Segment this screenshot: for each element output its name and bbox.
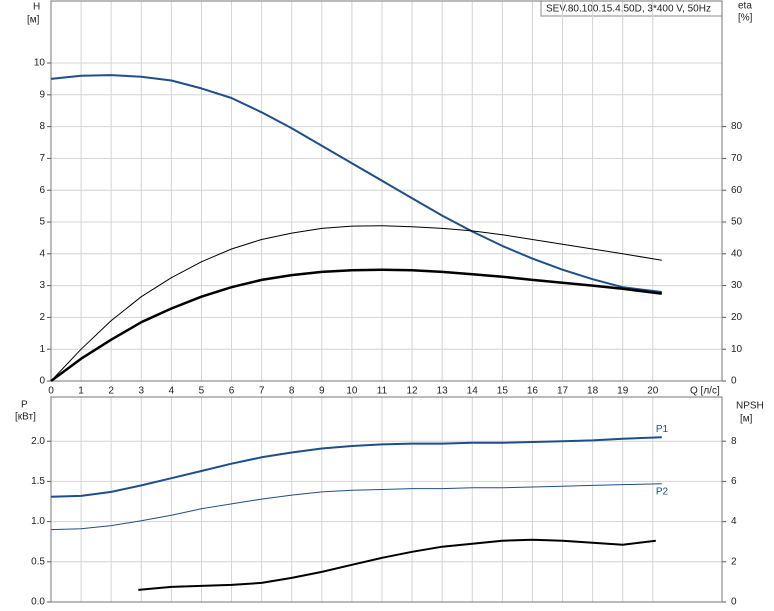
x-tick-label: 5 bbox=[199, 386, 205, 397]
x-tick-label: 6 bbox=[229, 386, 235, 397]
y-tick-label: 1.5 bbox=[31, 476, 45, 487]
y-label: H bbox=[33, 2, 40, 13]
x-tick-label: 18 bbox=[587, 386, 599, 397]
y2-tick-label: 20 bbox=[731, 312, 743, 323]
y-tick-label: 10 bbox=[34, 58, 46, 69]
y2-tick-label: 30 bbox=[731, 280, 743, 291]
chart-title: SEV.80.100.15.4.50D, 3*400 V, 50Hz bbox=[546, 4, 711, 15]
y2-tick-label: 40 bbox=[731, 248, 743, 259]
y2-unit: [м] bbox=[740, 414, 753, 425]
plot-frame bbox=[50, 0, 723, 382]
curve bbox=[50, 225, 662, 382]
y2-tick-label: 50 bbox=[731, 217, 743, 228]
y2-tick-label: 0 bbox=[731, 376, 737, 387]
y-label: P bbox=[21, 400, 28, 411]
x-tick-label: 2 bbox=[108, 386, 114, 397]
x-tick-label: 8 bbox=[289, 386, 295, 397]
x-tick-label: 12 bbox=[407, 386, 419, 397]
y2-tick-label: 80 bbox=[731, 121, 743, 132]
y-tick-label: 0 bbox=[39, 376, 45, 387]
x-tick-label: 15 bbox=[497, 386, 509, 397]
y-unit: [м] bbox=[27, 15, 40, 26]
y2-tick-label: 60 bbox=[731, 185, 743, 196]
x-tick-label: 11 bbox=[377, 386, 388, 397]
x-tick-label: 17 bbox=[557, 386, 569, 397]
x-tick-label: 14 bbox=[467, 386, 479, 397]
y2-unit: [%] bbox=[738, 13, 753, 24]
y2-tick-label: 4 bbox=[731, 516, 737, 527]
y-tick-label: 0.5 bbox=[31, 556, 45, 567]
y2-tick-label: 70 bbox=[731, 153, 743, 164]
curve bbox=[138, 538, 656, 591]
x-label: Q [л/с] bbox=[690, 386, 720, 397]
y2-label: eta bbox=[738, 1, 752, 12]
y2-label: NPSH bbox=[736, 401, 764, 412]
y-tick-label: 1 bbox=[39, 344, 45, 355]
x-tick-label: 1 bbox=[78, 386, 84, 397]
x-tick-label: 0 bbox=[48, 386, 54, 397]
x-tick-label: 3 bbox=[138, 386, 144, 397]
y-tick-label: 7 bbox=[39, 153, 45, 164]
y-unit: [кВт] bbox=[15, 412, 36, 423]
y2-tick-label: 8 bbox=[731, 436, 737, 447]
series-label: P2 bbox=[656, 486, 669, 497]
x-tick-label: 20 bbox=[647, 386, 659, 397]
y-tick-label: 9 bbox=[39, 89, 45, 100]
x-tick-label: 4 bbox=[169, 386, 175, 397]
y-tick-label: 5 bbox=[39, 217, 45, 228]
y2-tick-label: 10 bbox=[731, 344, 743, 355]
plot-frame bbox=[50, 396, 723, 603]
y-tick-label: 0.0 bbox=[31, 597, 45, 608]
x-tick-label: 10 bbox=[346, 386, 358, 397]
y-tick-label: 3 bbox=[39, 280, 45, 291]
y-tick-label: 8 bbox=[39, 121, 45, 132]
curve bbox=[50, 74, 662, 293]
y-tick-label: 4 bbox=[39, 248, 45, 259]
x-tick-label: 13 bbox=[437, 386, 449, 397]
x-tick-label: 19 bbox=[617, 386, 629, 397]
y2-tick-label: 2 bbox=[731, 556, 737, 567]
y-tick-label: 2.0 bbox=[31, 436, 45, 447]
y-tick-label: 6 bbox=[39, 185, 45, 196]
curve bbox=[50, 268, 662, 383]
curve bbox=[50, 483, 662, 531]
x-tick-label: 16 bbox=[527, 386, 539, 397]
curve bbox=[50, 436, 662, 498]
x-tick-label: 7 bbox=[259, 386, 265, 397]
y-tick-label: 1.0 bbox=[31, 516, 45, 527]
y-tick-label: 2 bbox=[39, 312, 45, 323]
y2-tick-label: 6 bbox=[731, 476, 737, 487]
x-tick-label: 9 bbox=[319, 386, 325, 397]
series-label: P1 bbox=[656, 424, 669, 435]
y2-tick-label: 0 bbox=[731, 597, 737, 608]
